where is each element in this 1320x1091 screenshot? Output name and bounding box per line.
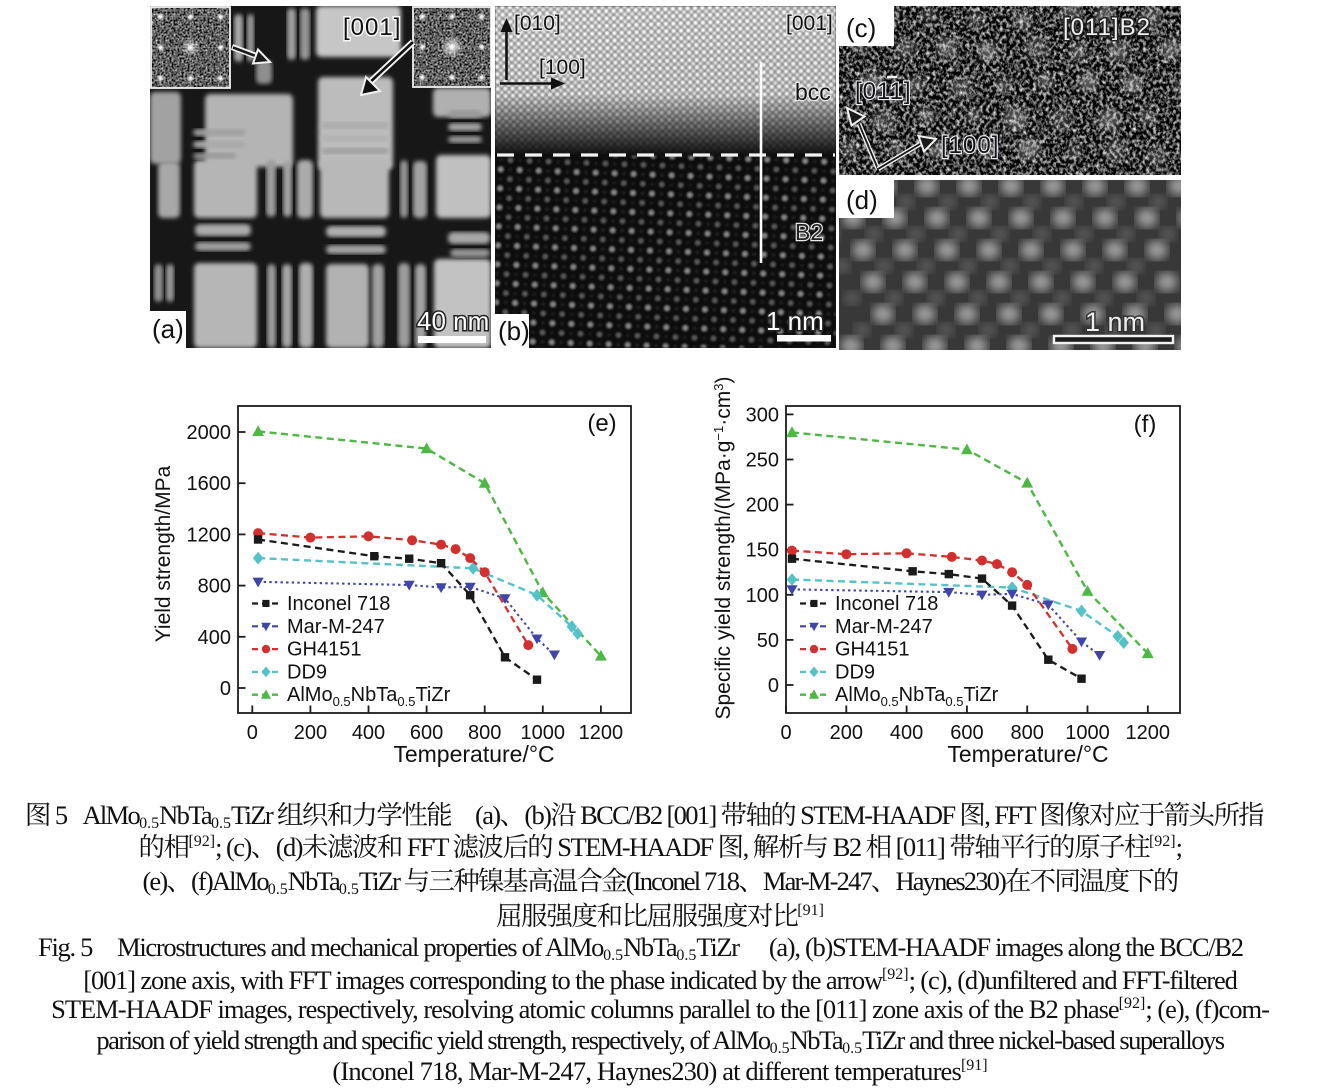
svg-text:400: 400 <box>890 722 923 744</box>
svg-text:50: 50 <box>757 630 779 652</box>
svg-text:300: 300 <box>746 404 779 426</box>
svg-text:Inconel 718: Inconel 718 <box>287 593 390 615</box>
svg-text:(c): (c) <box>846 13 876 43</box>
svg-text:[100]: [100] <box>539 56 586 79</box>
svg-text:Inconel 718: Inconel 718 <box>835 593 938 615</box>
svg-text:400: 400 <box>198 627 231 649</box>
svg-text:2000: 2000 <box>187 422 232 444</box>
svg-text:600: 600 <box>950 722 983 744</box>
svg-text:800: 800 <box>468 722 501 744</box>
svg-text:1000: 1000 <box>1065 722 1110 744</box>
svg-text:AlMo0.5NbTa0.5TiZr: AlMo0.5NbTa0.5TiZr <box>287 684 451 709</box>
svg-text:[100]: [100] <box>941 132 999 159</box>
svg-text:(a): (a) <box>152 314 184 344</box>
svg-text:Mar-M-247: Mar-M-247 <box>835 616 933 638</box>
svg-text:150: 150 <box>746 540 779 562</box>
svg-text:0: 0 <box>220 678 231 700</box>
svg-text:0: 0 <box>780 722 791 744</box>
svg-text:GH4151: GH4151 <box>287 639 362 661</box>
svg-text:(f): (f) <box>1134 411 1157 438</box>
svg-text:B2: B2 <box>795 219 823 245</box>
svg-text:Temperature/°C: Temperature/°C <box>947 741 1108 767</box>
svg-text:bcc: bcc <box>795 79 831 105</box>
svg-text:(e): (e) <box>587 410 616 437</box>
svg-text:GH4151: GH4151 <box>835 639 910 661</box>
svg-text:DD9: DD9 <box>287 661 327 683</box>
svg-text:1200: 1200 <box>579 722 624 744</box>
svg-text:0: 0 <box>247 722 258 744</box>
svg-text:100: 100 <box>746 585 779 607</box>
svg-text:Yield strength/MPa: Yield strength/MPa <box>152 465 175 642</box>
svg-text:Specific yield strength/(MPa·g: Specific yield strength/(MPa·g−1·cm3) <box>711 376 735 719</box>
svg-text:(d): (d) <box>846 185 878 215</box>
svg-text:1 nm: 1 nm <box>1085 307 1145 337</box>
svg-text:400: 400 <box>352 722 385 744</box>
svg-text:250: 250 <box>746 450 779 472</box>
svg-text:0: 0 <box>768 675 779 697</box>
svg-text:[011]B2: [011]B2 <box>1063 14 1151 41</box>
svg-text:40 nm: 40 nm <box>417 306 489 336</box>
svg-text:AlMo0.5NbTa0.5TiZr: AlMo0.5NbTa0.5TiZr <box>835 684 999 709</box>
svg-text:1200: 1200 <box>187 524 232 546</box>
svg-text:1 nm: 1 nm <box>766 306 824 336</box>
svg-text:[001]: [001] <box>343 14 401 41</box>
svg-text:[010]: [010] <box>514 12 561 35</box>
svg-text:[001]: [001] <box>786 12 833 35</box>
svg-text:800: 800 <box>198 576 231 598</box>
svg-text:200: 200 <box>746 495 779 517</box>
svg-text:Mar-M-247: Mar-M-247 <box>287 616 385 638</box>
svg-text:800: 800 <box>1011 722 1044 744</box>
svg-text:1200: 1200 <box>1126 722 1171 744</box>
svg-text:(b): (b) <box>498 316 530 346</box>
svg-text:Temperature/°C: Temperature/°C <box>393 741 554 767</box>
svg-text:200: 200 <box>830 722 863 744</box>
svg-text:600: 600 <box>410 722 443 744</box>
svg-text:200: 200 <box>294 722 327 744</box>
svg-text:[011]: [011] <box>855 78 912 105</box>
svg-text:DD9: DD9 <box>835 661 875 683</box>
svg-text:1600: 1600 <box>187 473 232 495</box>
svg-text:1000: 1000 <box>521 722 566 744</box>
